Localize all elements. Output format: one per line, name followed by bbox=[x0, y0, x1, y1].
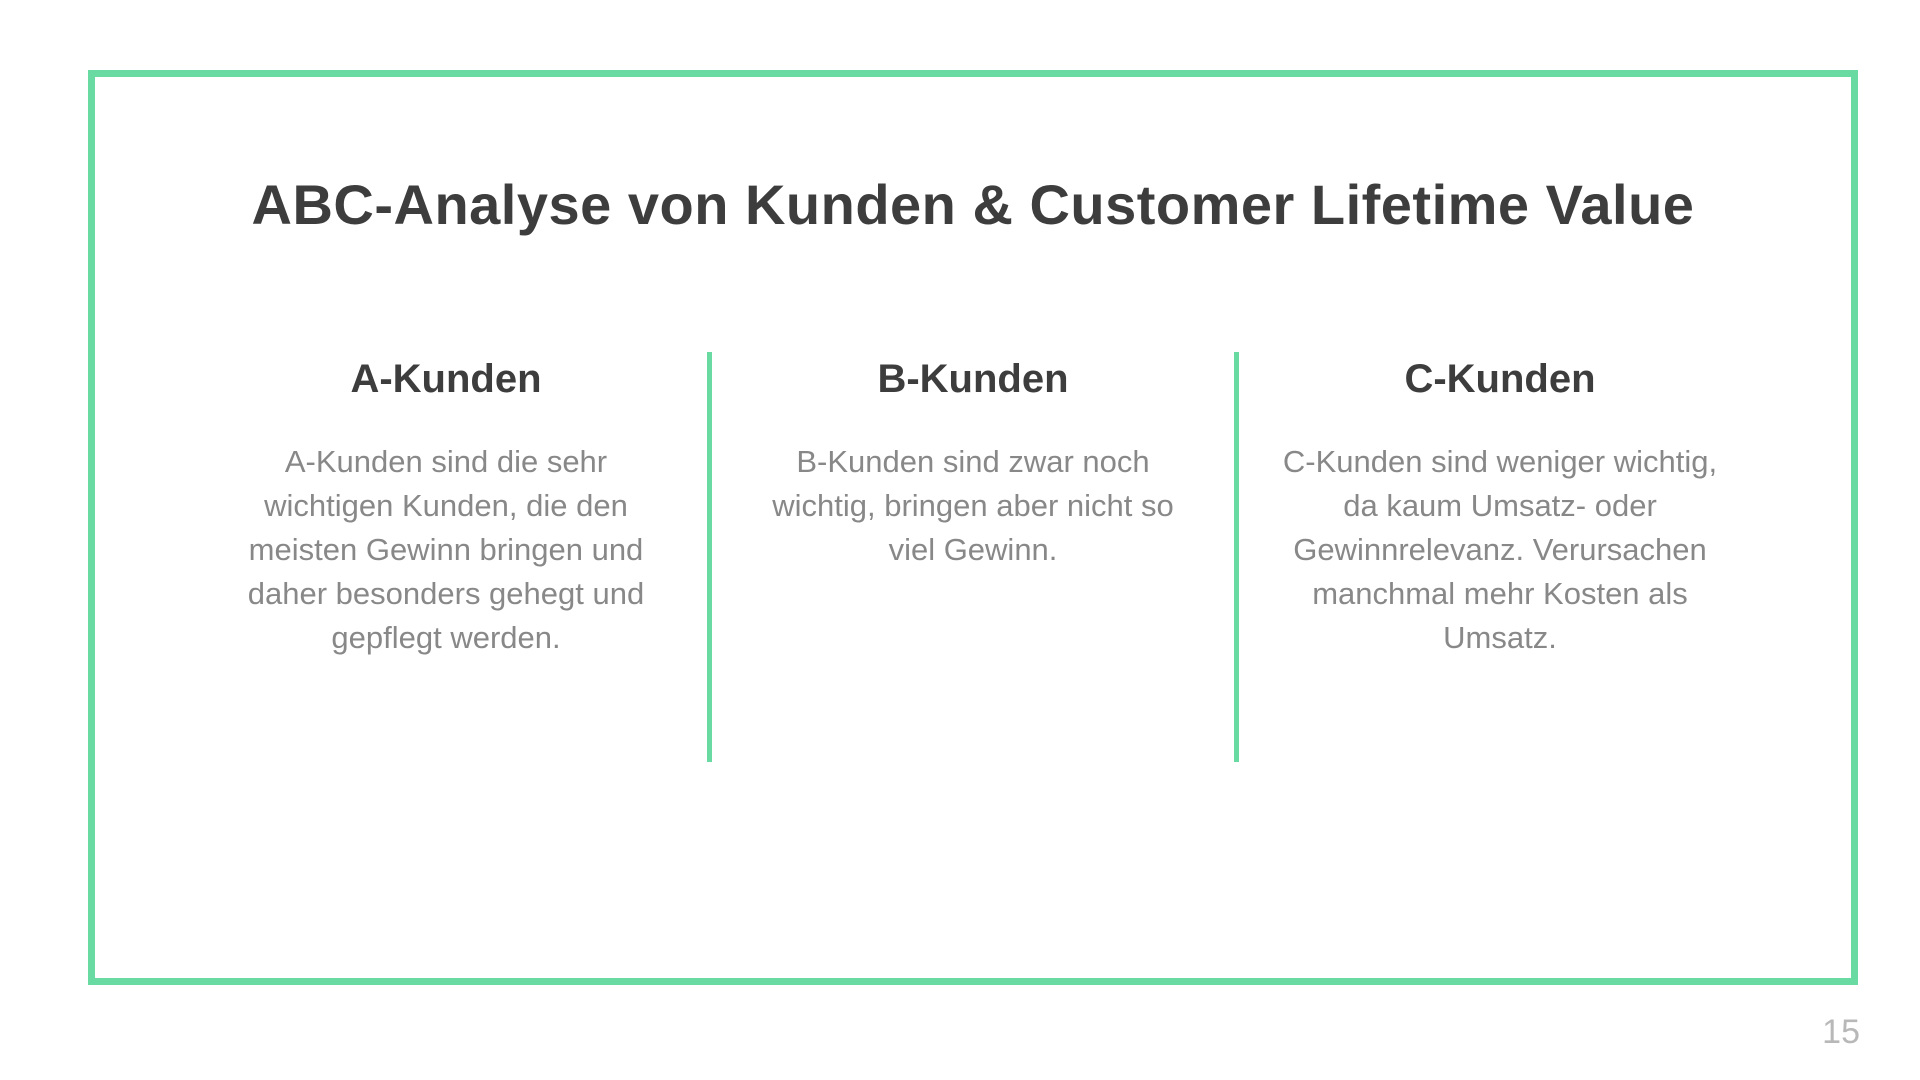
column-c-text: C-Kunden sind weniger wichtig, da kaum U… bbox=[1274, 440, 1726, 660]
columns-container: A-Kunden A-Kunden sind die sehr wichtige… bbox=[95, 357, 1851, 762]
slide-title: ABC-Analyse von Kunden & Customer Lifeti… bbox=[95, 172, 1851, 237]
column-a: A-Kunden A-Kunden sind die sehr wichtige… bbox=[185, 357, 707, 660]
column-a-title: A-Kunden bbox=[220, 357, 672, 402]
column-b: B-Kunden B-Kunden sind zwar noch wichtig… bbox=[712, 357, 1234, 572]
column-a-text: A-Kunden sind die sehr wichtigen Kunden,… bbox=[220, 440, 672, 660]
column-c-title: C-Kunden bbox=[1274, 357, 1726, 402]
slide-frame: ABC-Analyse von Kunden & Customer Lifeti… bbox=[88, 70, 1858, 985]
column-b-title: B-Kunden bbox=[747, 357, 1199, 402]
column-c: C-Kunden C-Kunden sind weniger wichtig, … bbox=[1239, 357, 1761, 660]
page-number: 15 bbox=[1822, 1013, 1860, 1052]
column-b-text: B-Kunden sind zwar noch wichtig, bringen… bbox=[747, 440, 1199, 572]
